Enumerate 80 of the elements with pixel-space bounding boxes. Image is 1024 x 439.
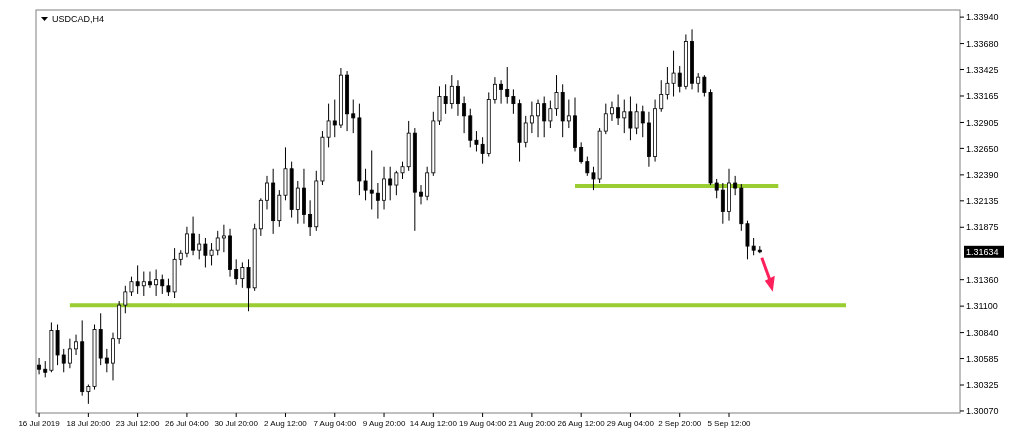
candlestick — [696, 72, 701, 93]
candlestick — [566, 99, 571, 129]
candlestick — [536, 99, 540, 138]
candlestick — [215, 230, 220, 256]
candlestick — [221, 224, 226, 253]
candlestick — [449, 74, 454, 110]
candlestick — [462, 96, 467, 134]
candlestick — [603, 103, 608, 135]
x-tick-label: 30 Jul 20:00 — [214, 419, 259, 428]
candlestick — [659, 79, 664, 113]
candlestick — [375, 182, 380, 220]
y-tick-label: 1.30325 — [966, 380, 999, 391]
candlestick — [160, 274, 165, 295]
candlestick — [677, 65, 682, 93]
x-tick-label: 26 Aug 12:00 — [557, 419, 606, 428]
candlestick — [295, 180, 300, 225]
candlestick — [141, 271, 146, 297]
y-tick-label: 1.33940 — [966, 12, 999, 23]
y-tick-label: 1.32135 — [966, 195, 999, 206]
candlestick — [425, 166, 430, 201]
candlestick — [351, 99, 356, 134]
candlestick — [616, 93, 621, 126]
candlestick — [234, 258, 239, 286]
text: USDCAD,H4 — [52, 14, 105, 24]
text: 1.31634 — [966, 246, 999, 257]
x-tick-label: 14 Aug 12:00 — [409, 419, 458, 428]
candlestick — [720, 182, 725, 225]
candlestick — [191, 216, 196, 256]
x-tick-label: 18 Jul 20:00 — [66, 419, 111, 428]
y-tick-label: 1.33165 — [966, 91, 999, 102]
candlestick — [61, 348, 66, 373]
x-tick-label: 21 Aug 20:00 — [508, 419, 557, 428]
candlestick — [505, 66, 510, 105]
candlestick — [492, 76, 497, 105]
candlestick — [456, 79, 460, 117]
candlestick — [148, 271, 152, 289]
candlestick — [523, 115, 528, 148]
candlestick — [388, 166, 393, 201]
x-tick-label: 26 Jul 04:00 — [165, 419, 210, 428]
y-tick-label: 1.33680 — [966, 38, 999, 49]
y-tick-label: 1.31100 — [966, 301, 998, 312]
y-tick-label: 1.31360 — [966, 274, 999, 285]
x-tick-label: 7 Aug 04:00 — [313, 419, 357, 428]
x-tick-label: 9 Aug 20:00 — [362, 419, 406, 428]
candlestick — [419, 184, 423, 205]
y-tick-label: 1.30070 — [966, 406, 999, 417]
candlestick — [154, 269, 159, 297]
candlestick — [197, 233, 202, 260]
y-tick-label: 1.30585 — [966, 353, 999, 364]
y-tick-label: 1.32650 — [966, 143, 999, 154]
candlestick — [542, 96, 547, 138]
candlestick — [37, 357, 42, 375]
candlestick — [733, 175, 738, 196]
candlestick — [104, 348, 109, 373]
x-tick-label: 5 Sep 12:00 — [707, 419, 752, 428]
x-tick-label: 29 Aug 04:00 — [606, 419, 655, 428]
x-tick-label: 2 Sep 20:00 — [658, 419, 702, 428]
y-tick-label: 1.32390 — [966, 170, 999, 181]
candlestick — [67, 338, 72, 369]
candlestick — [308, 199, 313, 237]
candlestick — [579, 141, 584, 165]
y-tick-label: 1.30840 — [966, 327, 999, 338]
candlestick — [184, 226, 189, 258]
candlestick — [369, 149, 374, 210]
x-tick-label: 23 Jul 12:00 — [115, 419, 160, 428]
candlestick — [382, 166, 386, 210]
candlestick — [265, 175, 269, 210]
y-tick-label: 1.31875 — [966, 222, 999, 233]
candlestick — [640, 105, 645, 138]
candlestick — [610, 101, 614, 122]
candlestick — [74, 334, 78, 356]
candlestick — [622, 99, 627, 134]
candlestick — [332, 99, 337, 138]
y-tick-label: 1.33425 — [966, 64, 999, 75]
candlestick — [529, 101, 534, 134]
x-tick-label: 2 Aug 12:00 — [264, 419, 308, 428]
y-tick-label: 1.32905 — [966, 117, 999, 128]
x-tick-label: 16 Jul 2019 — [18, 419, 61, 428]
candlestick — [499, 79, 504, 105]
x-tick-label: 19 Aug 04:00 — [459, 419, 507, 428]
